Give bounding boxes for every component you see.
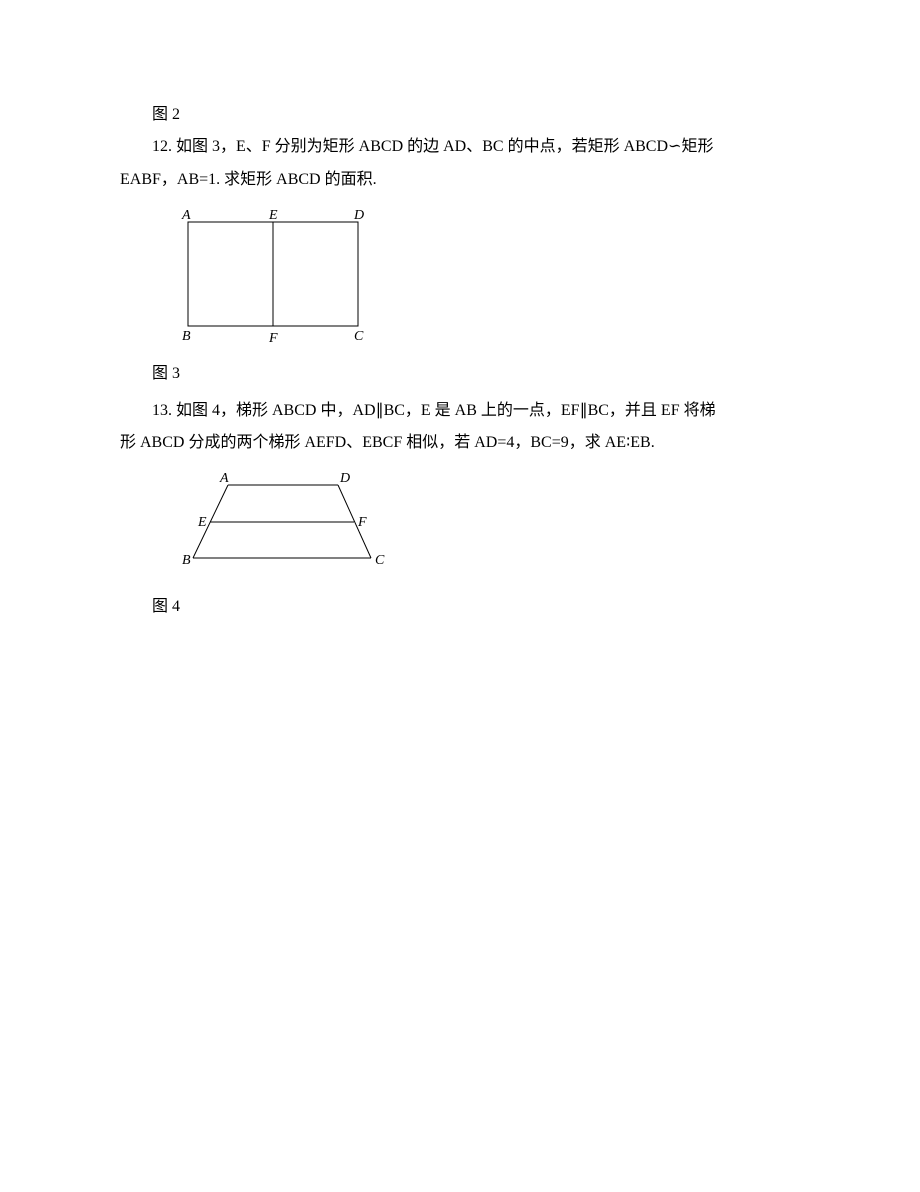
- figure4-label: 图 4: [120, 592, 800, 622]
- figure3-svg: A E D B F C: [168, 207, 378, 347]
- svg-text:F: F: [357, 515, 367, 530]
- svg-text:C: C: [354, 329, 364, 344]
- problem-12-line1: 12. 如图 3，E、F 分别为矩形 ABCD 的边 AD、BC 的中点，若矩形…: [120, 132, 800, 162]
- svg-text:D: D: [339, 471, 350, 486]
- svg-text:D: D: [353, 208, 364, 223]
- svg-text:E: E: [197, 515, 207, 530]
- svg-text:B: B: [182, 329, 191, 344]
- svg-text:A: A: [181, 208, 191, 223]
- figure3-label: 图 3: [120, 359, 800, 389]
- svg-text:C: C: [375, 553, 385, 568]
- figure4-container: A D E F B C: [168, 470, 800, 580]
- problem-13-line2: 形 ABCD 分成的两个梯形 AEFD、EBCF 相似，若 AD=4，BC=9，…: [120, 428, 800, 458]
- figure4-svg: A D E F B C: [168, 470, 398, 580]
- figure2-label: 图 2: [120, 100, 800, 130]
- svg-text:F: F: [268, 331, 278, 346]
- svg-text:E: E: [268, 208, 278, 223]
- problem-13-line1: 13. 如图 4，梯形 ABCD 中，AD∥BC，E 是 AB 上的一点，EF∥…: [120, 396, 800, 426]
- svg-text:B: B: [182, 553, 191, 568]
- svg-text:A: A: [219, 471, 229, 486]
- problem-12-line2: EABF，AB=1. 求矩形 ABCD 的面积.: [120, 165, 800, 195]
- figure3-container: A E D B F C: [168, 207, 800, 347]
